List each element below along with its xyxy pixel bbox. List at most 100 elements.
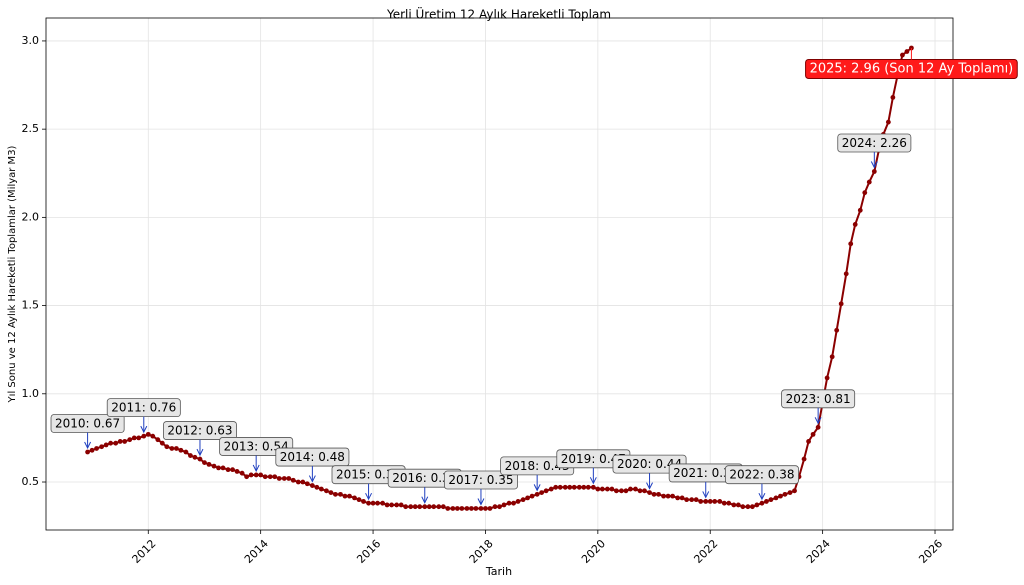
data-point [398,502,404,508]
data-point [295,479,301,485]
y-tick-label: 1.5 [22,299,40,312]
data-point [440,504,446,510]
data-point [661,493,666,499]
data-point [693,497,699,503]
data-point [529,493,535,499]
data-point [707,499,713,504]
data-point [731,502,737,508]
y-tick-label: 2.5 [22,122,40,135]
annotation: 2019: 0.47 [556,449,631,485]
data-point [220,465,226,471]
data-point [754,502,760,508]
data-point [806,439,811,444]
data-point [665,493,671,499]
data-point [698,499,704,504]
data-point [539,490,545,495]
data-point [866,179,872,185]
x-tick-label: 2014 [242,537,271,566]
data-point [557,484,563,490]
data-point [155,437,161,443]
data-point [764,499,769,504]
data-point [276,476,282,481]
data-point [810,431,816,437]
data-point [483,506,488,511]
annotation-arrowhead [646,482,653,490]
annotation-arrowhead [533,484,541,492]
data-point [258,472,264,478]
annotation-text: 2013: 0.54 [224,439,289,453]
data-point [361,499,366,504]
highlight-text: 2025: 2.96 (Son 12 Ay Toplamı) [810,61,1014,76]
data-point [211,463,217,469]
data-point [749,504,755,510]
data-point [333,491,338,497]
annotation-arrowhead [84,441,92,450]
y-tick-label: 2.0 [22,210,40,223]
data-point [478,506,484,511]
data-point [581,484,587,490]
data-point [628,486,633,492]
data-point [834,327,840,333]
data-point [637,488,643,494]
annotation-arrowhead [870,161,878,169]
data-point [94,446,99,451]
data-point [642,488,647,494]
data-point [412,504,418,510]
data-point [543,488,549,494]
annotation: 2024: 2.26 [837,133,912,169]
data-point [562,484,568,490]
annotation-arrowhead [140,425,148,434]
data-point [585,484,591,490]
data-point [164,444,170,450]
annotation-text: 2011: 0.76 [111,401,176,415]
x-tick-label: 2018 [467,537,496,566]
data-point [290,477,296,483]
y-tick-label: 3.0 [22,34,40,47]
data-point [829,354,835,360]
annotation-text: 2021: 0.39 [673,466,738,480]
annotation: 2013: 0.54 [219,437,294,473]
annotation-text: 2024: 2.26 [842,136,907,150]
chart-title: Yerli Üretim 12 Aylık Hareketli Toplam [386,6,611,22]
data-point [267,474,273,480]
data-point [520,497,526,503]
data-point [188,453,193,458]
x-tick-label: 2026 [916,537,945,566]
data-point [787,490,793,495]
data-point [108,440,114,446]
data-point [852,222,858,227]
data-point [192,454,198,460]
data-point [735,502,741,508]
annotation-arrowhead [365,492,373,501]
annotation-text: 2023: 0.81 [786,392,851,406]
data-point [136,435,142,441]
data-point [426,504,432,510]
data-point [717,499,723,504]
data-point [459,506,465,511]
data-point [230,467,235,473]
y-axis-label: Yıl Sonu ve 12 Aylık Hareketli Toplamlar… [7,145,18,403]
data-point [595,486,601,492]
data-point [431,504,437,510]
data-point [338,491,343,497]
data-point [824,375,830,381]
data-point [145,431,151,437]
data-point [239,470,245,476]
data-point [384,502,390,508]
data-point [262,474,268,480]
data-point [248,472,254,478]
annotation: 2014: 0.48 [275,447,350,483]
data-point [843,271,849,277]
data-point [314,484,320,490]
data-point [740,504,746,510]
data-point [590,484,596,490]
data-point [619,488,624,494]
data-point [801,456,807,462]
data-point [366,500,371,506]
data-point [356,497,362,503]
data-point [656,491,661,497]
data-point [815,424,821,430]
data-point [394,502,400,508]
annotation-text: 2019: 0.47 [561,452,626,466]
